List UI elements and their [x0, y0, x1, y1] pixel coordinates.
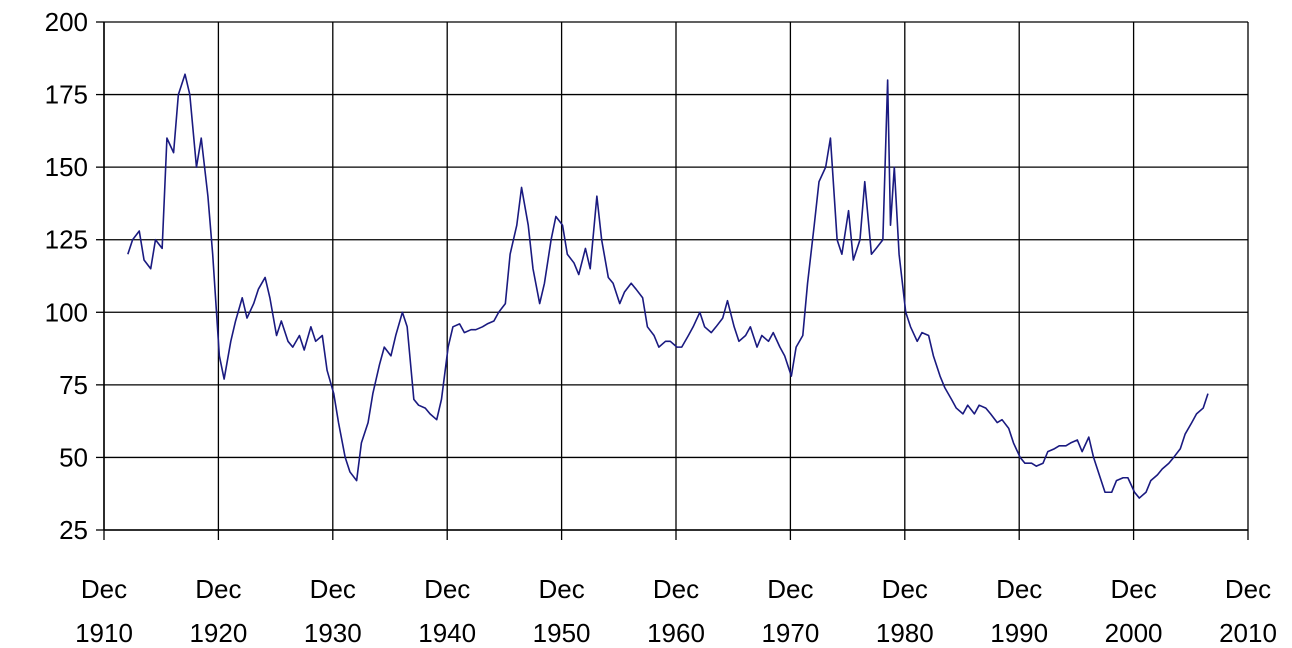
x-tick-label: Dec 2010 — [1219, 574, 1277, 648]
x-tick-label: Dec 1990 — [990, 574, 1048, 648]
x-tick-label-line: Dec — [653, 574, 699, 604]
x-tick-label-line: 1970 — [761, 618, 819, 648]
x-tick-label-line: Dec — [996, 574, 1042, 604]
x-tick-label-line: 1960 — [647, 618, 705, 648]
x-tick-label-line: 1940 — [418, 618, 476, 648]
x-tick-label: Dec 1940 — [418, 574, 476, 648]
data-line — [127, 73, 1209, 499]
x-tick-label-line: 2000 — [1105, 618, 1163, 648]
x-tick-label-line: Dec — [1110, 574, 1156, 604]
x-tick-label-line: Dec — [882, 574, 928, 604]
y-tick-label: 75 — [59, 370, 88, 400]
x-tick-label-line: Dec — [195, 574, 241, 604]
x-tick-label-line: Dec — [310, 574, 356, 604]
x-tick-label-line: Dec — [767, 574, 813, 604]
x-tick-label: Dec 1980 — [876, 574, 934, 648]
x-tick-label-line: Dec — [424, 574, 470, 604]
x-tick-label-line: 1920 — [189, 618, 247, 648]
x-tick-label-line: 1950 — [533, 618, 591, 648]
x-tick-label-line: 2010 — [1219, 618, 1277, 648]
x-tick-label-line: 1930 — [304, 618, 362, 648]
x-tick-label-line: 1980 — [876, 618, 934, 648]
y-tick-label: 150 — [45, 152, 88, 182]
x-tick-label: Dec 1910 — [75, 574, 133, 648]
x-tick-label-line: 1910 — [75, 618, 133, 648]
x-tick-label-line: Dec — [81, 574, 127, 604]
y-tick-label: 200 — [45, 7, 88, 37]
x-tick-label: Dec 1970 — [761, 574, 819, 648]
x-tick-label: Dec 2000 — [1105, 574, 1163, 648]
x-tick-label-line: Dec — [538, 574, 584, 604]
x-tick-label: Dec 1960 — [647, 574, 705, 648]
x-tick-label: Dec 1950 — [533, 574, 591, 648]
x-tick-label: Dec 1930 — [304, 574, 362, 648]
x-tick-label-line: 1990 — [990, 618, 1048, 648]
y-tick-label: 175 — [45, 80, 88, 110]
x-tick-label-line: Dec — [1225, 574, 1271, 604]
y-tick-label: 50 — [59, 442, 88, 472]
y-tick-label: 125 — [45, 225, 88, 255]
x-tick-label: Dec 1920 — [189, 574, 247, 648]
y-tick-label: 100 — [45, 297, 88, 327]
y-tick-label: 25 — [59, 515, 88, 545]
